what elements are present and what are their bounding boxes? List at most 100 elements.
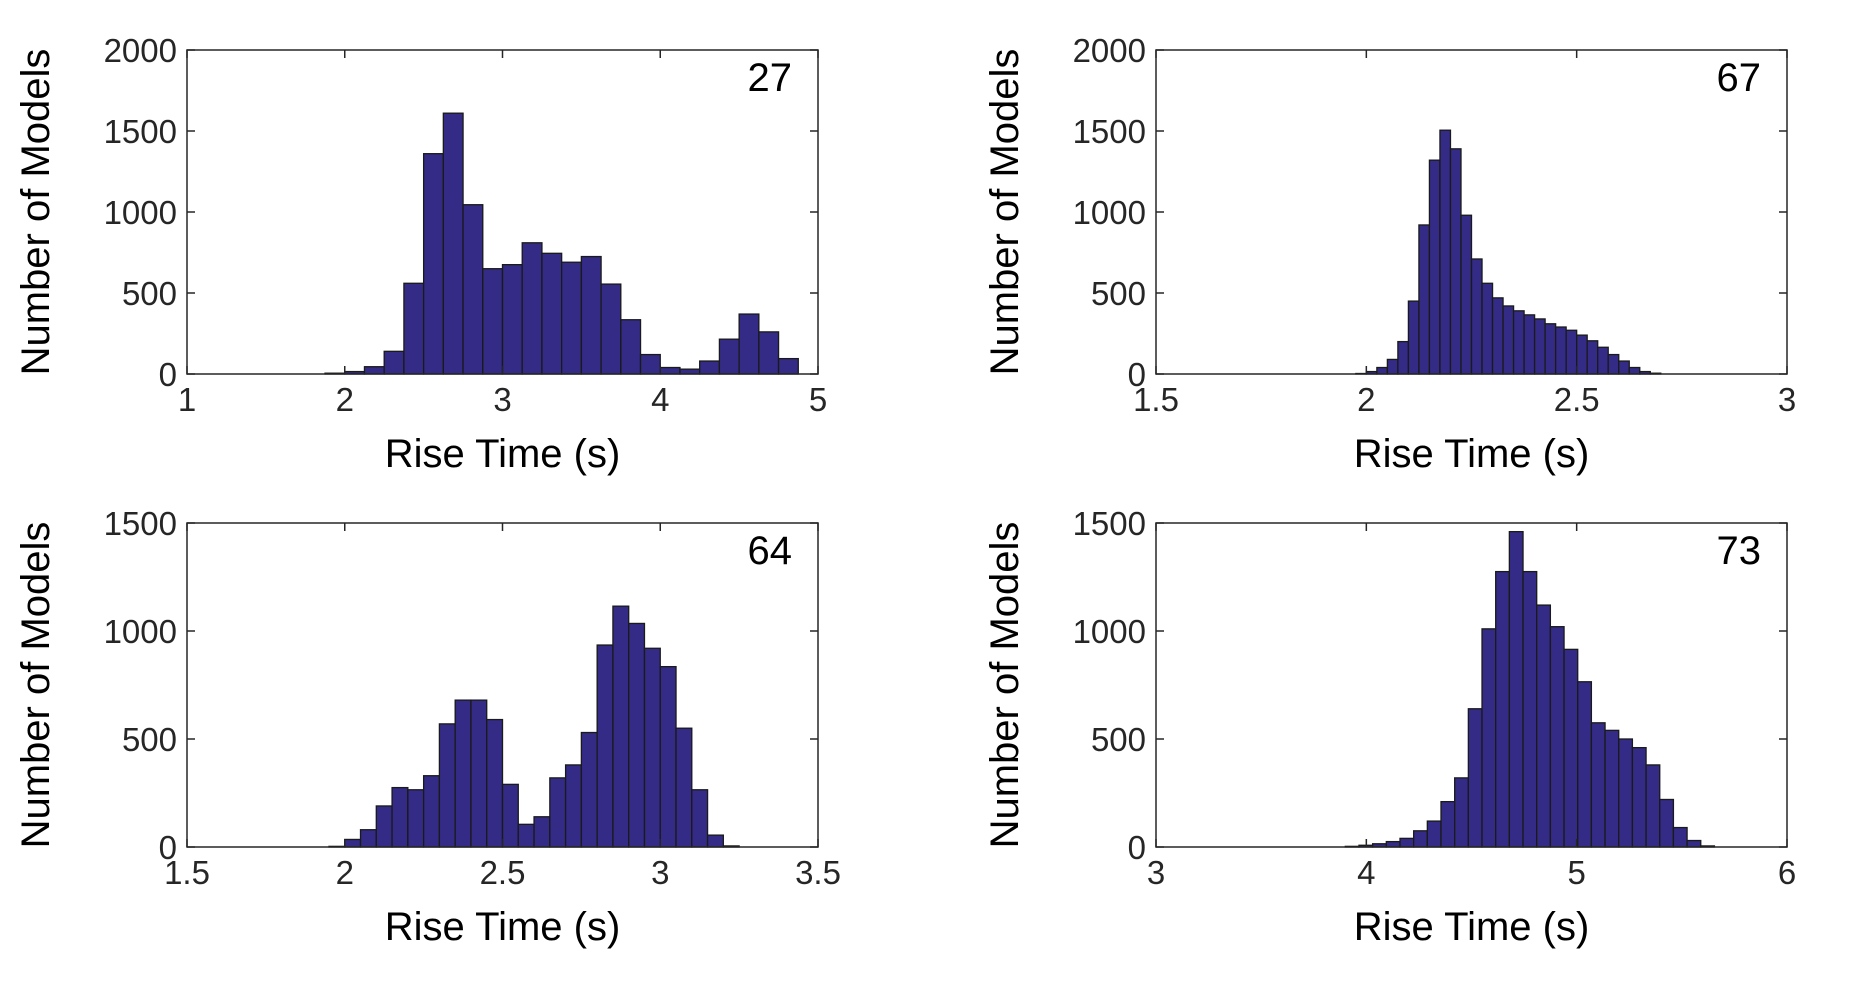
bar bbox=[1628, 366, 1641, 375]
bar bbox=[407, 789, 425, 848]
y-tick-label: 0 bbox=[1128, 829, 1146, 866]
histogram-panel-67: 1.5 2 2.5 3 0 500 1000 1500 2000 Rise Time (s) Num… bbox=[983, 32, 1796, 476]
bar bbox=[1607, 353, 1620, 375]
bar bbox=[1385, 840, 1401, 848]
bar bbox=[375, 805, 393, 848]
bar bbox=[438, 723, 456, 848]
bar bbox=[659, 366, 681, 375]
y-tick-label: 0 bbox=[1128, 356, 1146, 393]
bar bbox=[501, 263, 523, 375]
panel-number-label: 73 bbox=[1717, 529, 1762, 573]
x-axis-label: Rise Time (s) bbox=[1354, 905, 1590, 949]
bar bbox=[1460, 214, 1473, 375]
y-tick-label: 1500 bbox=[104, 113, 177, 150]
bars bbox=[1355, 129, 1662, 375]
bar bbox=[1439, 129, 1452, 375]
bar bbox=[691, 789, 709, 848]
x-tick-label: 1.5 bbox=[164, 854, 210, 891]
x-axis-label: Rise Time (s) bbox=[385, 432, 621, 476]
y-tick-label: 2000 bbox=[1073, 32, 1146, 69]
bar bbox=[482, 268, 504, 375]
y-tick-label: 1000 bbox=[104, 613, 177, 650]
bar bbox=[422, 153, 445, 375]
x-tick-label: 2 bbox=[1357, 381, 1375, 418]
bar bbox=[1533, 318, 1546, 375]
bar bbox=[1597, 346, 1609, 375]
bar bbox=[1618, 738, 1634, 848]
bar bbox=[533, 816, 551, 848]
x-tick-label: 5 bbox=[809, 381, 827, 418]
bars bbox=[1344, 530, 1716, 848]
bar bbox=[1495, 570, 1511, 848]
bar bbox=[1576, 334, 1588, 375]
bar bbox=[738, 313, 760, 375]
x-tick-label: 3.5 bbox=[795, 854, 841, 891]
x-tick-label: 4 bbox=[1357, 854, 1375, 891]
bar bbox=[517, 823, 535, 848]
bar bbox=[1428, 159, 1441, 375]
bar bbox=[1659, 798, 1675, 848]
bar bbox=[1481, 282, 1494, 375]
bar bbox=[628, 622, 646, 848]
y-tick-label: 1000 bbox=[1073, 613, 1146, 650]
bar bbox=[462, 204, 484, 375]
bar bbox=[344, 838, 362, 848]
bar bbox=[359, 829, 377, 848]
panel-number-label: 27 bbox=[748, 56, 793, 100]
bar bbox=[1565, 329, 1578, 375]
y-tick-label: 0 bbox=[159, 829, 177, 866]
bar bbox=[1549, 626, 1565, 848]
histogram-panel-64: 1.5 2 2.5 3 3.5 0 500 1000 1500 Rise Time (s) Numb… bbox=[14, 505, 841, 949]
x-tick-label: 4 bbox=[651, 381, 669, 418]
bar bbox=[486, 718, 504, 848]
axes-box bbox=[1155, 522, 1788, 848]
bar bbox=[718, 338, 740, 375]
bar bbox=[612, 605, 630, 848]
bar bbox=[521, 242, 543, 375]
bar bbox=[1386, 358, 1399, 375]
bar bbox=[1577, 681, 1593, 848]
bar bbox=[1512, 310, 1525, 375]
bar bbox=[1618, 360, 1630, 375]
x-tick-label: 6 bbox=[1778, 854, 1796, 891]
x-tick-label: 3 bbox=[1778, 381, 1796, 418]
bar bbox=[580, 731, 598, 848]
y-tick-label: 500 bbox=[1091, 275, 1146, 312]
x-tick-label: 3 bbox=[493, 381, 511, 418]
bar bbox=[1563, 648, 1579, 848]
x-tick-label: 5 bbox=[1567, 854, 1585, 891]
y-tick-label: 0 bbox=[159, 356, 177, 393]
y-tick-label: 500 bbox=[122, 275, 177, 312]
y-tick-label: 500 bbox=[1091, 721, 1146, 758]
bar bbox=[1467, 708, 1483, 848]
histogram-panel-73: 3 4 5 6 0 500 1000 1500 Rise Time (s) Number of M… bbox=[983, 505, 1796, 949]
y-tick-label: 1500 bbox=[104, 505, 177, 542]
bar bbox=[561, 261, 583, 375]
x-tick-label: 1.5 bbox=[1133, 381, 1179, 418]
bar bbox=[1397, 340, 1410, 375]
y-tick-label: 2000 bbox=[104, 32, 177, 69]
bar bbox=[1407, 300, 1420, 375]
bar bbox=[422, 775, 441, 848]
bar bbox=[1508, 530, 1524, 848]
bar bbox=[1399, 837, 1415, 848]
y-tick-label: 500 bbox=[122, 721, 177, 758]
bar bbox=[1454, 777, 1469, 848]
bar bbox=[1590, 722, 1606, 848]
bar bbox=[1536, 604, 1552, 848]
x-tick-label: 2 bbox=[336, 854, 354, 891]
bar bbox=[758, 331, 780, 375]
x-tick-label: 2.5 bbox=[480, 854, 526, 891]
bar bbox=[1418, 224, 1431, 375]
y-tick-label: 1500 bbox=[1073, 505, 1146, 542]
bar bbox=[442, 112, 464, 375]
bar bbox=[1544, 323, 1557, 375]
bar bbox=[1449, 148, 1462, 375]
bar bbox=[1522, 570, 1538, 848]
x-tick-label: 1 bbox=[178, 381, 196, 418]
bar bbox=[1426, 820, 1442, 848]
y-tick-label: 1000 bbox=[104, 194, 177, 231]
bar bbox=[706, 834, 724, 848]
bar bbox=[1413, 830, 1428, 848]
